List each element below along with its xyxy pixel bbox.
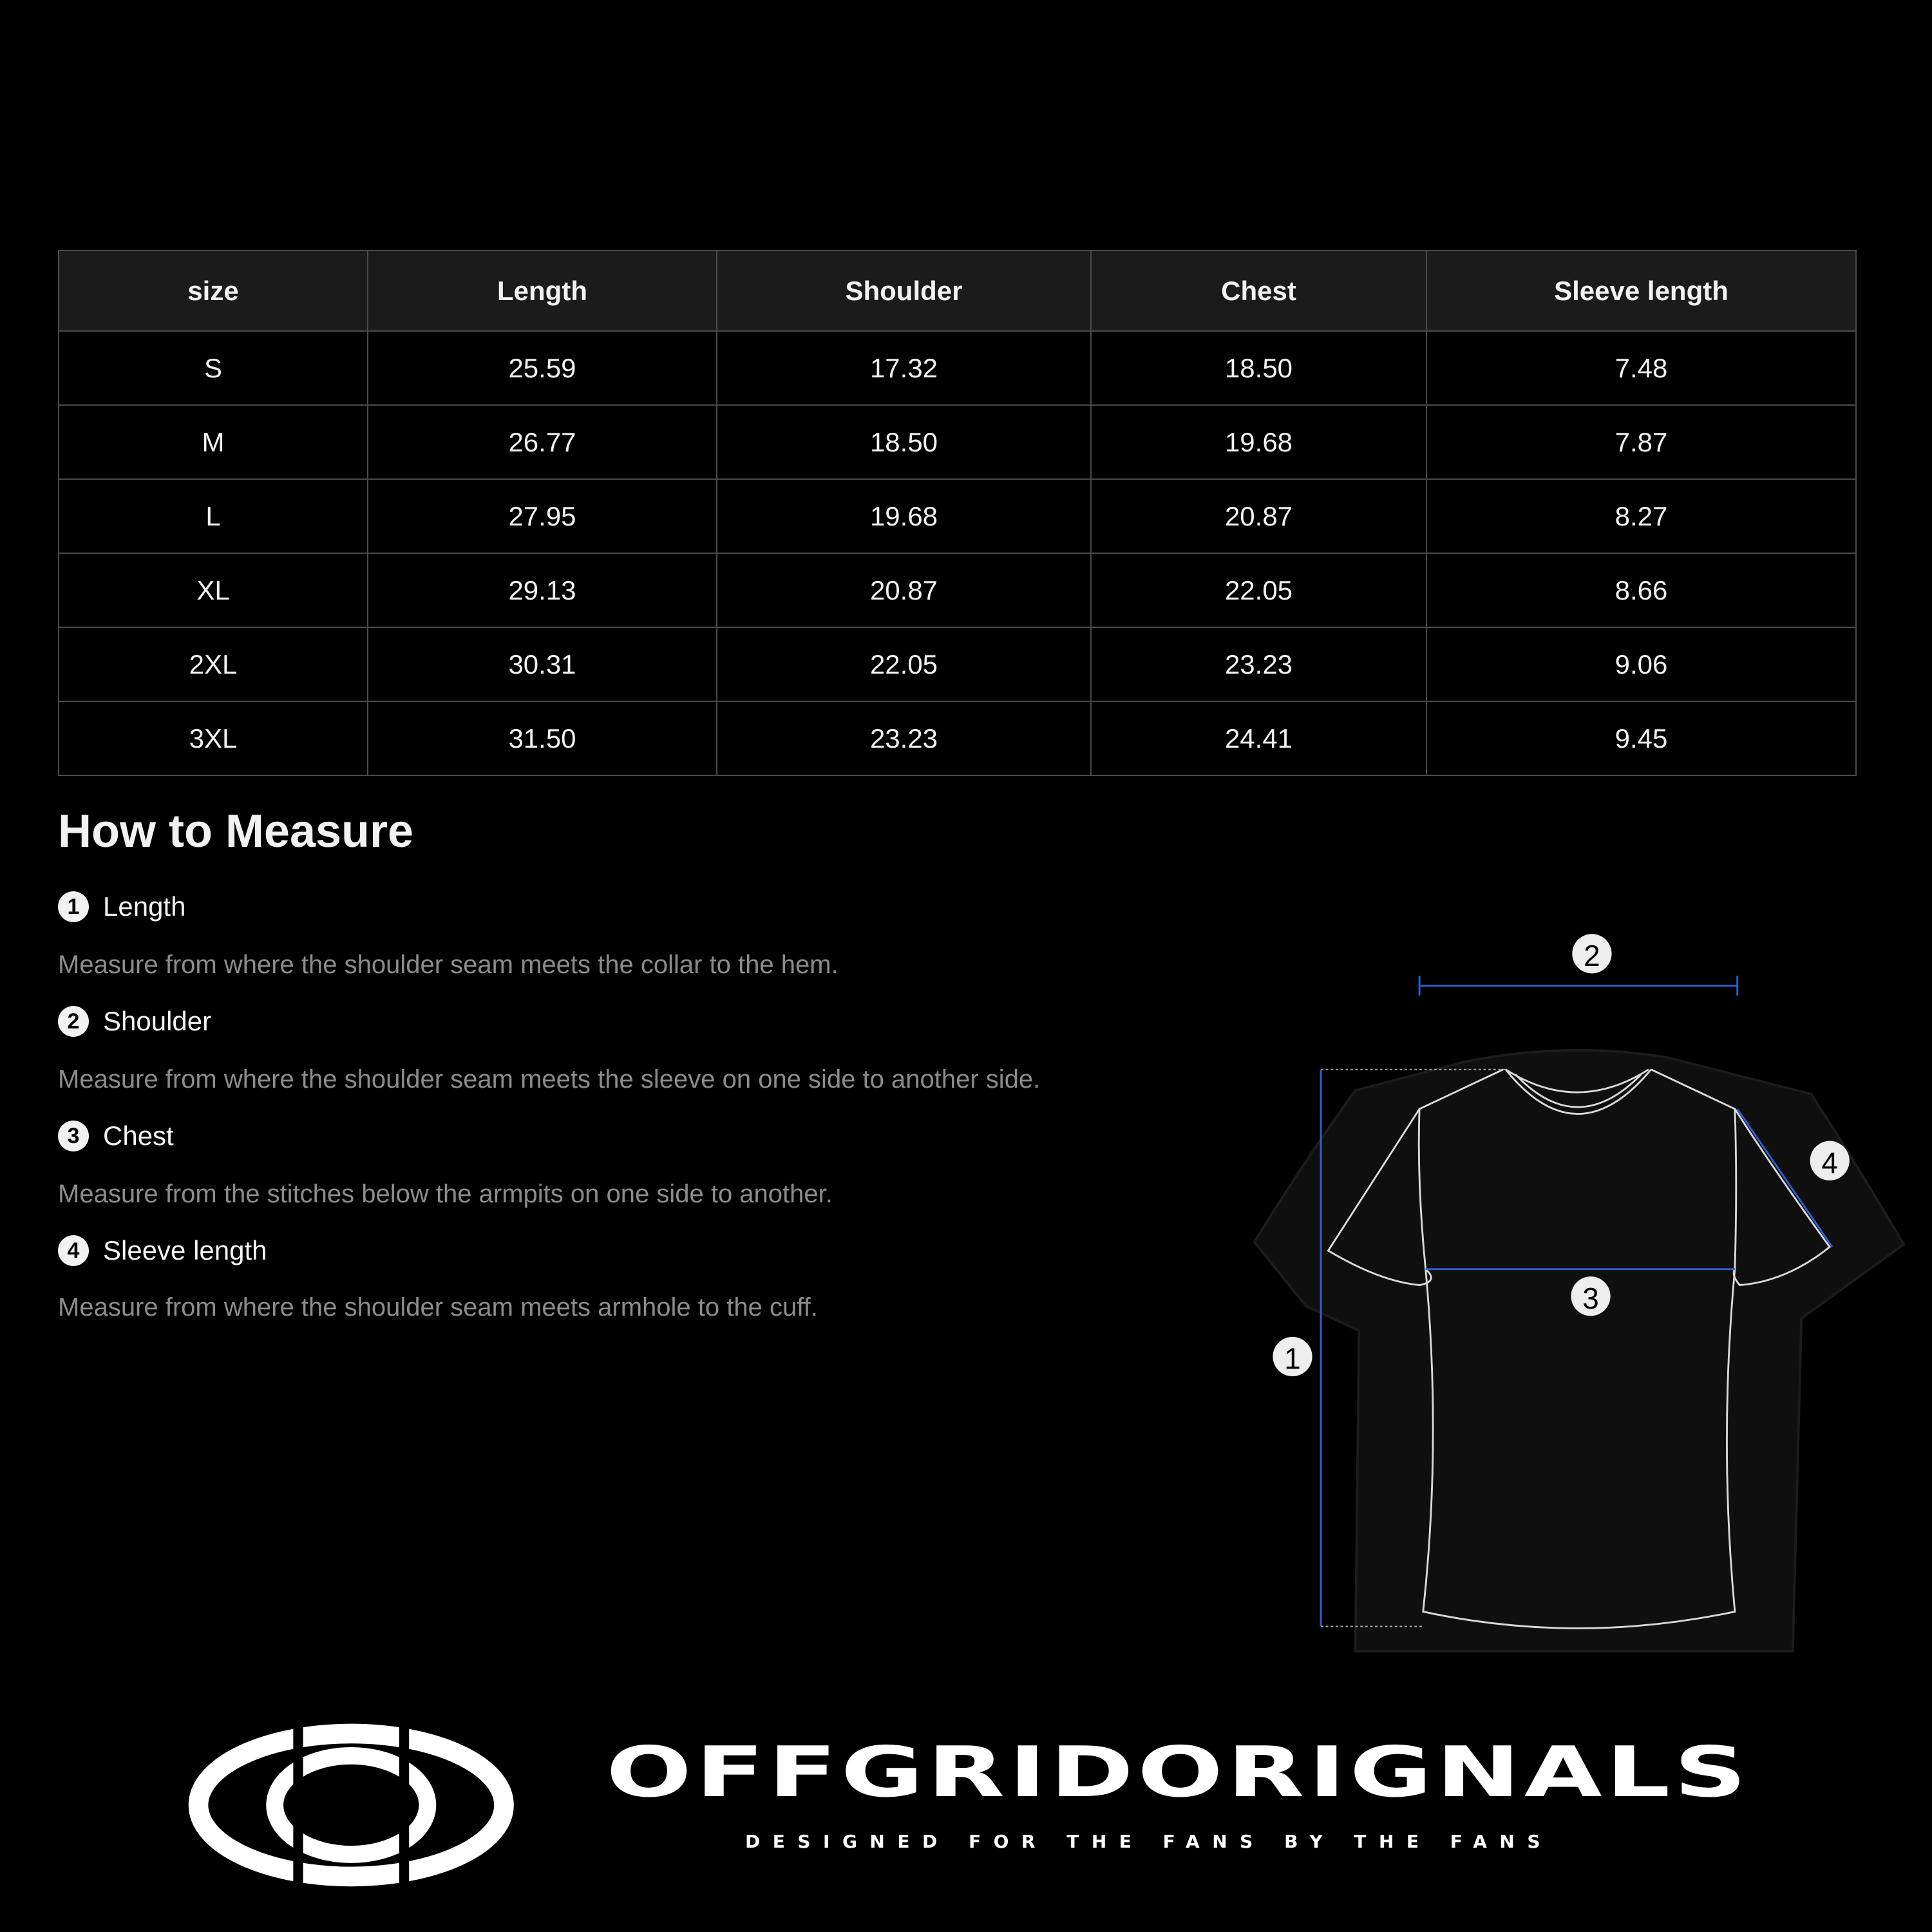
number-badge-icon: 4 bbox=[58, 1235, 89, 1266]
table-cell: 3XL bbox=[58, 701, 368, 776]
table-cell: 7.87 bbox=[1426, 404, 1857, 480]
table-cell: 7.48 bbox=[1426, 330, 1857, 406]
header-length: Length bbox=[367, 250, 717, 332]
header-shoulder: Shoulder bbox=[716, 250, 1092, 332]
table-cell: M bbox=[58, 404, 368, 480]
measure-lines bbox=[1320, 976, 1833, 1627]
table-cell: 8.27 bbox=[1426, 478, 1857, 554]
header-sleeve-length: Sleeve length bbox=[1426, 250, 1857, 332]
brand-tagline: DESIGNED FOR THE FANS BY THE FANS bbox=[745, 1831, 1553, 1852]
brand-logo-icon bbox=[188, 1719, 514, 1891]
number-badge-icon: 1 bbox=[58, 891, 89, 922]
table-cell: 17.32 bbox=[716, 330, 1092, 406]
table-cell: 22.05 bbox=[716, 627, 1092, 702]
size-chart-table: size Length Shoulder Chest Sleeve length… bbox=[58, 250, 1857, 776]
svg-text:1: 1 bbox=[1284, 1342, 1301, 1376]
measure-label: Length bbox=[103, 891, 186, 922]
measure-description: Measure from where the shoulder seam mee… bbox=[58, 1065, 1041, 1094]
table-row: S 25.59 17.32 18.50 7.48 bbox=[58, 330, 1857, 406]
tshirt-icon bbox=[1253, 1048, 1906, 1653]
measure-label: Shoulder bbox=[103, 1006, 212, 1036]
number-badge-icon: 2 bbox=[58, 1006, 89, 1037]
measure-item-shoulder: 2 Shoulder bbox=[58, 1006, 211, 1037]
table-row: 2XL 30.31 22.05 23.23 9.06 bbox=[58, 627, 1857, 702]
table-cell: 18.50 bbox=[716, 404, 1092, 480]
table-cell: 30.31 bbox=[367, 627, 717, 702]
svg-text:3: 3 bbox=[1582, 1282, 1599, 1315]
measure-description: Measure from where the shoulder seam mee… bbox=[58, 1293, 818, 1321]
table-cell: 18.50 bbox=[1090, 330, 1427, 406]
table-cell: 19.68 bbox=[1090, 404, 1427, 480]
table-row: M 26.77 18.50 19.68 7.87 bbox=[58, 404, 1857, 480]
table-cell: 23.23 bbox=[1090, 627, 1427, 702]
svg-text:4: 4 bbox=[1821, 1146, 1838, 1179]
measure-description: Measure from the stitches below the armp… bbox=[58, 1180, 833, 1208]
table-cell: 8.66 bbox=[1426, 553, 1857, 628]
marker-1: 1 bbox=[1273, 1336, 1312, 1377]
table-cell: 24.41 bbox=[1090, 701, 1427, 776]
table-cell: 9.06 bbox=[1426, 627, 1857, 702]
measure-label: Chest bbox=[103, 1121, 174, 1151]
table-cell: 27.95 bbox=[367, 478, 717, 554]
table-cell: XL bbox=[58, 553, 368, 628]
table-header-row: size Length Shoulder Chest Sleeve length bbox=[58, 250, 1857, 332]
measure-item-sleeve-length: 4 Sleeve length bbox=[58, 1235, 267, 1266]
measure-description: Measure from where the shoulder seam mee… bbox=[58, 951, 838, 979]
table-cell: 22.05 bbox=[1090, 553, 1427, 628]
table-row: XL 29.13 20.87 22.05 8.66 bbox=[58, 553, 1857, 628]
table-cell: L bbox=[58, 478, 368, 554]
marker-2: 2 bbox=[1572, 934, 1612, 974]
table-row: 3XL 31.50 23.23 24.41 9.45 bbox=[58, 701, 1857, 776]
header-size: size bbox=[58, 250, 368, 332]
measure-label: Sleeve length bbox=[103, 1235, 267, 1265]
table-cell: 20.87 bbox=[716, 553, 1092, 628]
table-cell: 19.68 bbox=[716, 478, 1092, 554]
table-cell: 25.59 bbox=[367, 330, 717, 406]
how-to-measure-title: How to Measure bbox=[58, 806, 414, 857]
table-cell: S bbox=[58, 330, 368, 406]
svg-text:2: 2 bbox=[1584, 939, 1600, 972]
table-cell: 9.45 bbox=[1426, 701, 1857, 776]
marker-4: 4 bbox=[1810, 1141, 1850, 1180]
brand-name: OFFGRIDORIGNALS bbox=[606, 1732, 1750, 1813]
table-cell: 29.13 bbox=[367, 553, 717, 628]
table-cell: 23.23 bbox=[716, 701, 1092, 776]
header-chest: Chest bbox=[1090, 250, 1427, 332]
number-badge-icon: 3 bbox=[58, 1121, 89, 1151]
table-cell: 26.77 bbox=[367, 404, 717, 480]
table-cell: 31.50 bbox=[367, 701, 717, 776]
table-cell: 20.87 bbox=[1090, 478, 1427, 554]
measure-item-chest: 3 Chest bbox=[58, 1121, 174, 1151]
table-row: L 27.95 19.68 20.87 8.27 bbox=[58, 478, 1857, 554]
marker-3: 3 bbox=[1571, 1276, 1611, 1316]
table-cell: 2XL bbox=[58, 627, 368, 702]
measure-item-length: 1 Length bbox=[58, 891, 185, 922]
